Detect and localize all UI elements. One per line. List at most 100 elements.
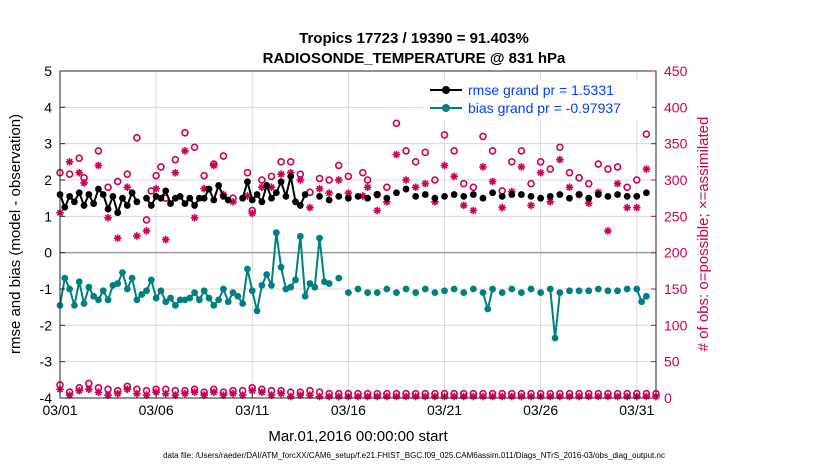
bias-point <box>460 289 468 297</box>
count-possible-point <box>65 170 74 178</box>
x-tick-label: 03/06 <box>139 402 174 418</box>
count-possible-point <box>258 176 266 184</box>
bias-point <box>604 287 612 295</box>
x-tick-label: 03/31 <box>619 402 654 418</box>
rmse-point <box>335 192 343 200</box>
count-possible-point <box>508 158 516 166</box>
count-assimilated-point <box>190 388 199 396</box>
bias-point <box>80 300 88 307</box>
bias-point <box>527 285 535 293</box>
count-assimilated-point <box>508 392 516 401</box>
legend-bias-label: bias grand pr = -0.97937 <box>468 100 621 116</box>
count-assimilated-point <box>277 170 285 178</box>
bias-point <box>508 285 516 293</box>
count-assimilated-point <box>383 392 391 401</box>
count-possible-point <box>459 179 468 188</box>
bias-point <box>61 274 69 282</box>
x-tick-label: 03/01 <box>42 402 77 418</box>
legend-rmse-marker <box>442 86 450 94</box>
count-assimilated-point <box>459 201 468 210</box>
count-possible-point <box>171 155 180 164</box>
rmse-point <box>585 194 593 202</box>
bias-point <box>253 307 261 315</box>
count-assimilated-point <box>623 203 631 212</box>
y-right-tick-label: 200 <box>664 245 688 261</box>
y-right-tick-label: 0 <box>664 390 672 406</box>
bias-point <box>642 292 650 300</box>
count-possible-point <box>133 134 141 142</box>
count-possible-point <box>565 168 574 177</box>
count-possible-point <box>325 176 333 184</box>
count-possible-point <box>383 183 391 192</box>
y-tick-label: -2 <box>40 317 53 333</box>
count-assimilated-point <box>498 392 506 401</box>
rmse-point <box>546 192 554 200</box>
footnote: data file: /Users/raeder/DAI/ATM_forcXX/… <box>163 451 665 460</box>
rmse-point <box>575 191 583 198</box>
bias-point <box>152 294 160 302</box>
rmse-point <box>80 202 88 209</box>
bias-point <box>104 296 112 304</box>
count-possible-point <box>142 216 151 224</box>
chart-title: Tropics 17723 / 19390 = 91.403% <box>299 30 529 47</box>
x-tick-label: 03/11 <box>235 402 269 418</box>
rmse-point <box>364 194 372 202</box>
bias-point <box>421 285 429 293</box>
rmse-point <box>268 194 275 202</box>
count-assimilated-point <box>584 392 593 401</box>
rmse-point <box>71 198 78 206</box>
count-assimilated-point <box>575 392 583 401</box>
count-assimilated-point <box>248 209 257 218</box>
x-tick-label: 03/26 <box>523 402 558 418</box>
count-possible-point <box>219 152 228 160</box>
bias-point <box>229 289 237 297</box>
rmse-point <box>176 192 184 200</box>
bias-point <box>157 287 165 295</box>
count-assimilated-point <box>190 213 199 222</box>
bias-point <box>133 296 141 304</box>
rmse-point <box>287 172 295 180</box>
count-assimilated-point <box>85 385 93 394</box>
bias-point <box>147 276 155 284</box>
count-assimilated-point <box>80 179 88 187</box>
count-assimilated-point <box>517 392 526 401</box>
count-possible-point <box>315 174 324 183</box>
rmse-point <box>460 192 468 200</box>
count-assimilated-point <box>450 172 458 181</box>
count-possible-point <box>632 176 641 184</box>
count-assimilated-point <box>536 168 545 177</box>
rmse-point <box>248 196 256 204</box>
rmse-point <box>537 194 545 202</box>
count-possible-point <box>440 131 449 139</box>
count-assimilated-point <box>546 392 555 401</box>
rmse-point <box>296 202 304 209</box>
bias-point <box>556 289 564 297</box>
bias-point <box>277 263 285 271</box>
rmse-point <box>167 200 174 208</box>
bias-point <box>306 280 314 287</box>
count-assimilated-point <box>325 189 333 197</box>
bias-point <box>138 291 146 298</box>
rmse-point <box>479 194 487 202</box>
rmse-point <box>181 200 189 208</box>
y-tick-label: 2 <box>44 172 52 188</box>
count-possible-point <box>123 170 132 178</box>
bias-point <box>354 285 362 293</box>
rmse-point <box>224 196 232 204</box>
bias-point <box>484 305 492 313</box>
count-assimilated-point <box>556 392 564 401</box>
rmse-point <box>147 202 155 209</box>
count-assimilated-point <box>363 392 372 401</box>
rmse-point <box>642 189 650 197</box>
bias-point <box>551 334 559 342</box>
count-assimilated-point <box>479 392 487 401</box>
bias-point <box>498 289 506 297</box>
legend: rmse grand pr = 1.5331 bias grand pr = -… <box>424 80 652 120</box>
rmse-point <box>604 192 612 200</box>
count-possible-point <box>190 143 199 152</box>
rmse-point <box>498 192 506 200</box>
bias-point <box>128 274 136 282</box>
count-possible-point <box>469 183 478 192</box>
count-assimilated-point <box>623 392 631 401</box>
